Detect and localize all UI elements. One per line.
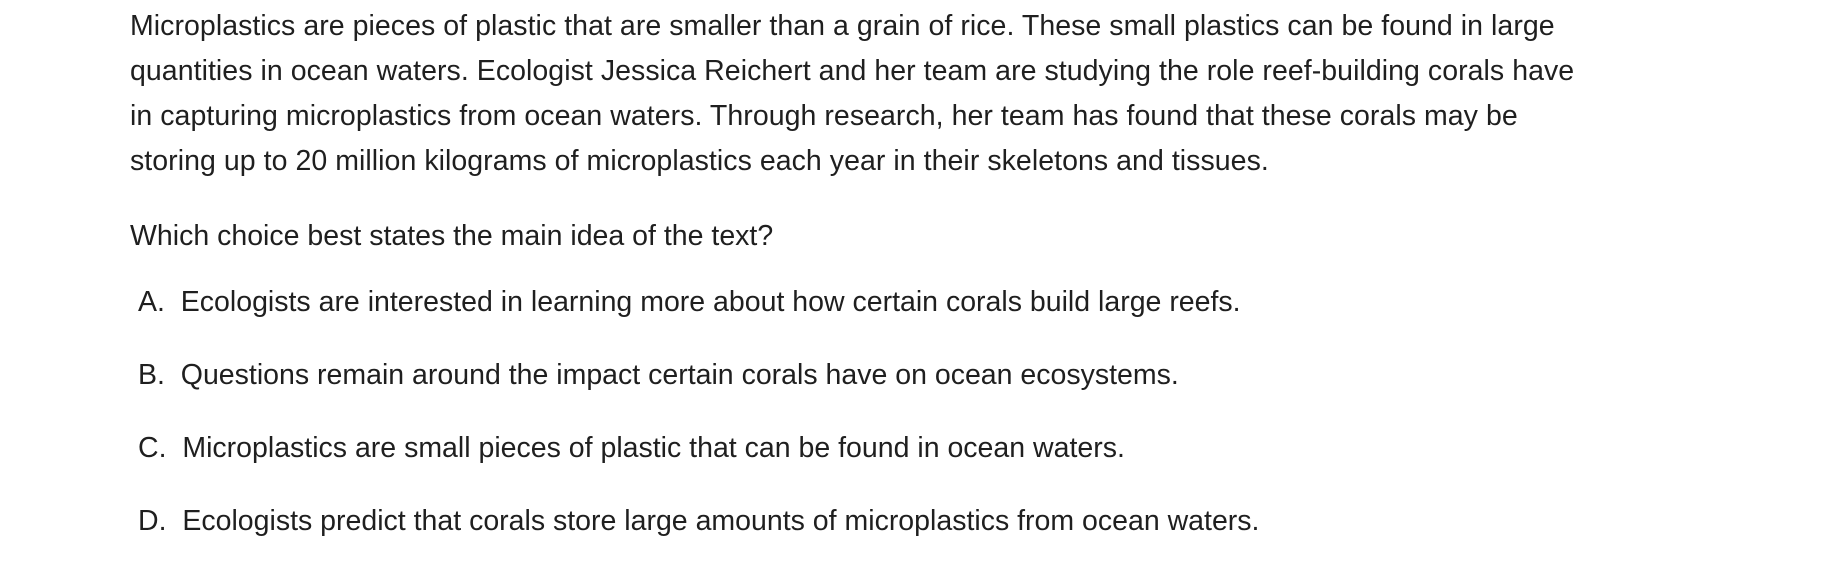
answer-choices: A. Ecologists are interested in learning…	[138, 280, 1259, 572]
passage-line: storing up to 20 million kilograms of mi…	[130, 145, 1269, 177]
choice-text: Ecologists are interested in learning mo…	[180, 286, 1241, 318]
answer-choice-a[interactable]: A. Ecologists are interested in learning…	[138, 280, 1259, 353]
answer-choice-c[interactable]: C. Microplastics are small pieces of pla…	[138, 426, 1259, 499]
choice-letter: C.	[138, 432, 175, 464]
answer-choice-d[interactable]: D. Ecologists predict that corals store …	[138, 499, 1259, 572]
passage-line: quantities in ocean waters. Ecologist Je…	[130, 55, 1575, 87]
question-prompt: Which choice best states the main idea o…	[130, 220, 774, 252]
reading-passage: Microplastics are pieces of plastic that…	[130, 0, 1750, 184]
choice-text: Ecologists predict that corals store lar…	[182, 505, 1260, 537]
choice-text: Questions remain around the impact certa…	[180, 359, 1179, 391]
question-content: Microplastics are pieces of plastic that…	[130, 0, 1750, 537]
choice-text: Microplastics are small pieces of plasti…	[182, 432, 1125, 464]
choice-letter: A.	[138, 286, 173, 318]
choice-letter: D.	[138, 505, 175, 537]
choice-letter: B.	[138, 359, 173, 391]
passage-line: Microplastics are pieces of plastic that…	[130, 10, 1555, 42]
passage-line: in capturing microplastics from ocean wa…	[130, 100, 1518, 132]
answer-choice-b[interactable]: B. Questions remain around the impact ce…	[138, 353, 1259, 426]
